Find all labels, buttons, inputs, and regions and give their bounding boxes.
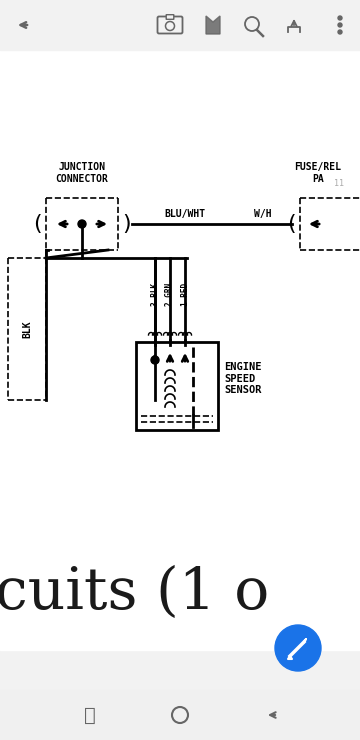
Text: ENGINE
SPEED
SENSOR: ENGINE SPEED SENSOR: [224, 362, 261, 395]
Text: PA: PA: [312, 174, 324, 184]
Bar: [0, 690, 360, 740]
FancyBboxPatch shape: [158, 16, 183, 33]
Bar: [136, 342, 218, 430]
Text: (: (: [33, 214, 42, 234]
Text: BLU/WHT: BLU/WHT: [165, 209, 206, 219]
Text: 11: 11: [334, 179, 344, 188]
Text: JUNCTION: JUNCTION: [58, 162, 105, 172]
Text: cuits (1 o: cuits (1 o: [0, 565, 269, 621]
Circle shape: [166, 21, 175, 30]
Text: ): ): [122, 214, 131, 234]
Text: 1 RED: 1 RED: [180, 283, 189, 306]
Circle shape: [338, 30, 342, 34]
Text: CONNECTOR: CONNECTOR: [55, 174, 108, 184]
Text: (: (: [287, 214, 296, 234]
Circle shape: [151, 356, 159, 364]
Bar: [0, 0, 360, 50]
Text: W/H: W/H: [254, 209, 272, 219]
FancyBboxPatch shape: [166, 15, 174, 19]
Text: BLK: BLK: [22, 320, 32, 338]
Text: ⦀: ⦀: [84, 705, 96, 724]
Circle shape: [275, 625, 321, 671]
Circle shape: [338, 23, 342, 27]
Text: 3 BLK: 3 BLK: [150, 283, 159, 306]
Polygon shape: [206, 16, 220, 34]
Bar: [0, 50, 360, 650]
Circle shape: [78, 220, 86, 228]
Text: FUSE/REL: FUSE/REL: [294, 162, 342, 172]
Circle shape: [245, 17, 259, 31]
Text: 2 GRN: 2 GRN: [166, 283, 175, 306]
Circle shape: [338, 16, 342, 20]
Circle shape: [172, 707, 188, 723]
